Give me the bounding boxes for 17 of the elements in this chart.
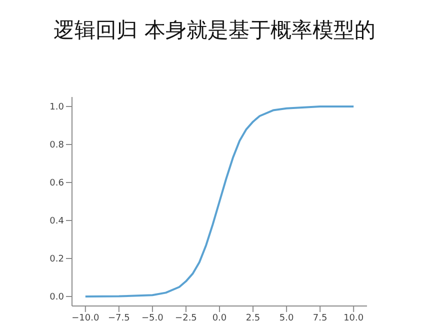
x-tick-label: 10.0 <box>344 313 364 324</box>
y-tick-label: 0.6 <box>50 178 64 189</box>
x-tick-label: −10.0 <box>72 313 100 324</box>
x-tick-label: 7.5 <box>312 313 328 324</box>
y-tick-label: 0.8 <box>50 140 64 151</box>
x-tick-label: −7.5 <box>108 313 130 324</box>
x-tick-label: 2.5 <box>246 313 260 324</box>
chart-title: 逻辑回归 本身就是基于概率模型的 <box>52 17 376 44</box>
line-series <box>84 106 355 298</box>
x-tick-label: 5.0 <box>279 313 294 324</box>
y-tick-label: 1.0 <box>50 102 64 113</box>
x-tick-label: −5.0 <box>142 313 164 324</box>
y-tick-label: 0.4 <box>50 216 64 227</box>
y-tick-label: 0.0 <box>50 292 64 303</box>
x-tick-label: 0.0 <box>212 313 227 324</box>
x-tick-label: −2.5 <box>175 313 197 324</box>
y-tick-label: 0.2 <box>50 254 64 265</box>
